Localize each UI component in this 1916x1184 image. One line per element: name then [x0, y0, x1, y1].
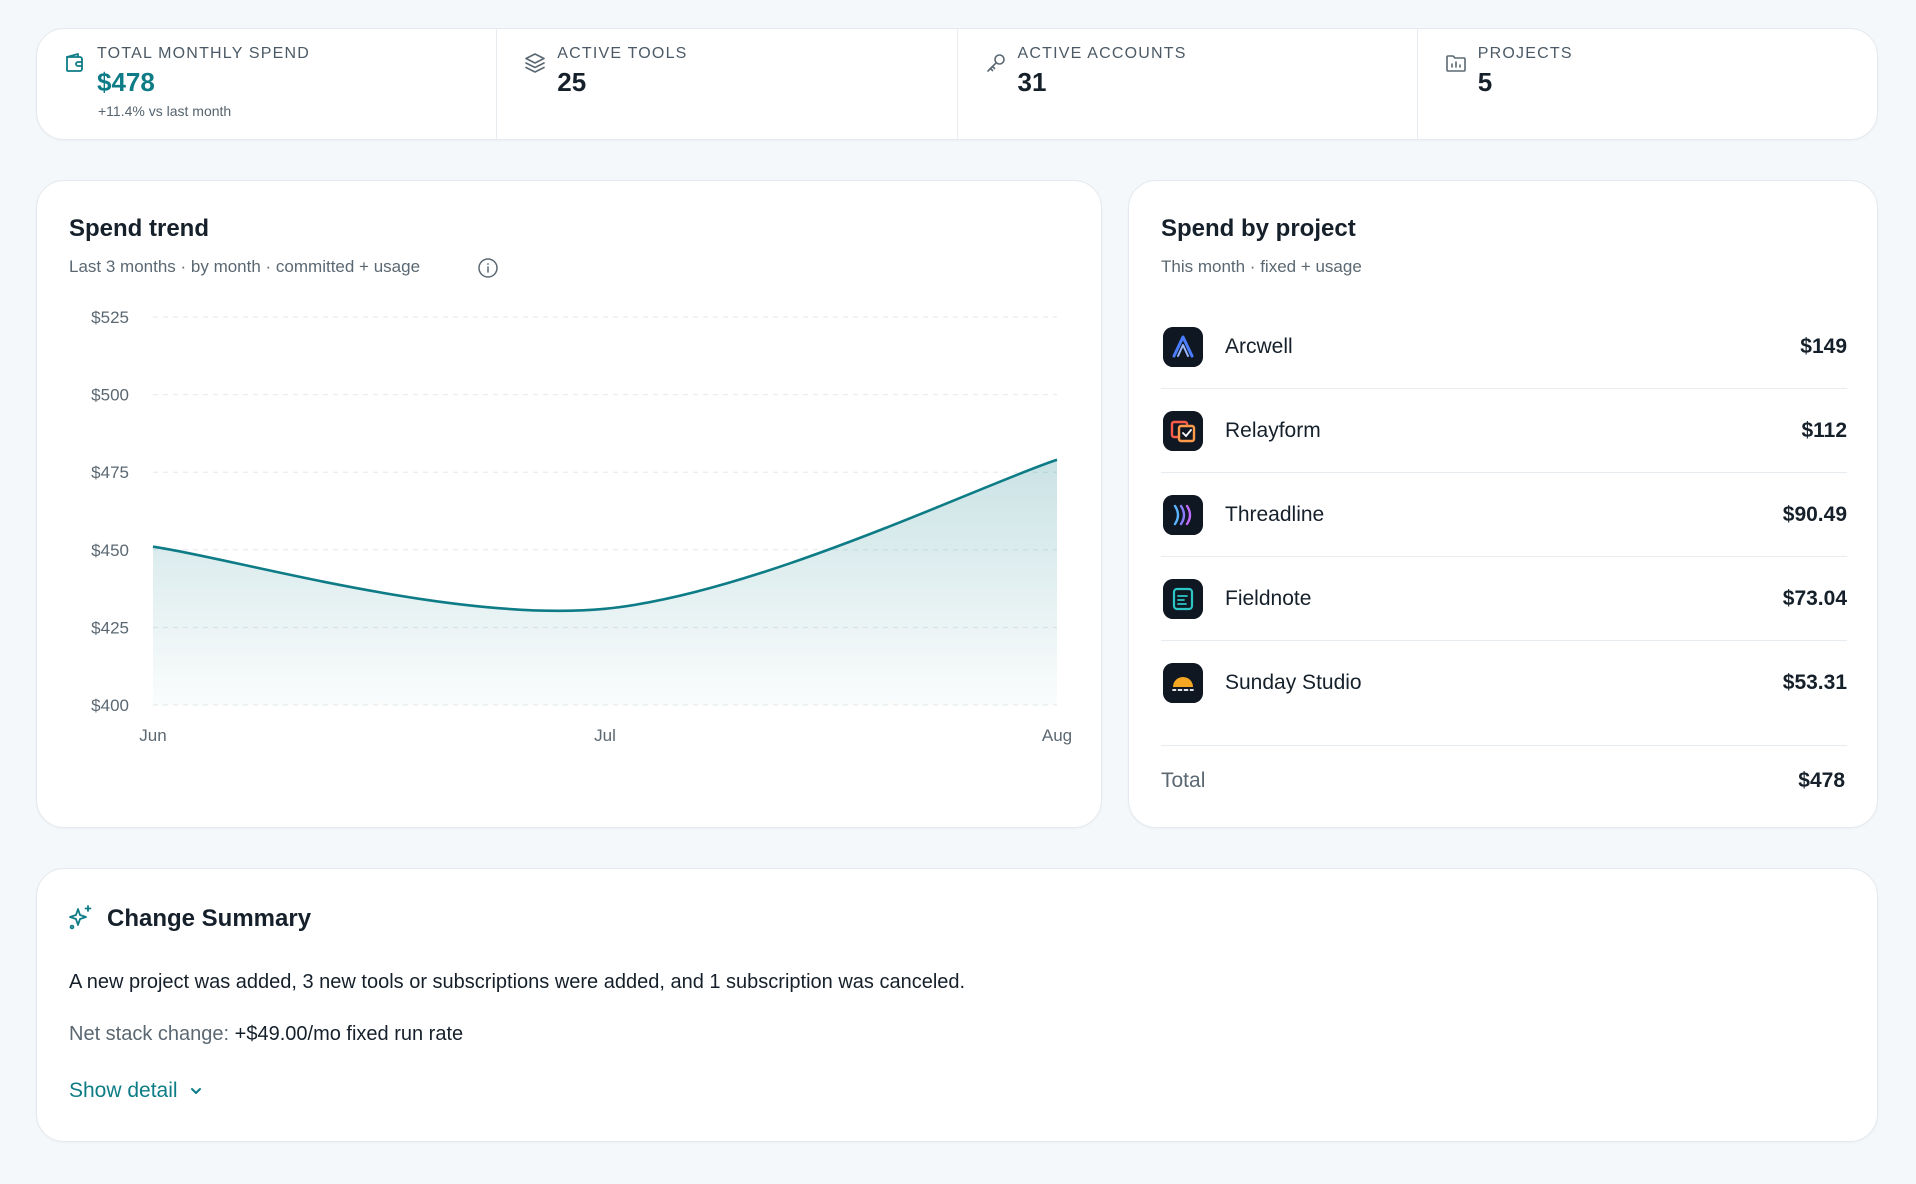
- relayform-logo-icon: [1163, 411, 1203, 451]
- net-change-label: Net stack change:: [69, 1023, 230, 1045]
- net-change-value: +$49.00/mo fixed run rate: [234, 1023, 464, 1045]
- arcwell-logo-icon: [1163, 327, 1203, 367]
- spend-trend-chart: $525 $500 $475 $450 $425 $400 Jun Jul Aug: [91, 308, 1072, 745]
- kpi-label: TOTAL MONTHLY SPEND: [97, 45, 311, 62]
- trend-area: [153, 459, 1057, 705]
- kpi-value: 25: [557, 67, 587, 97]
- x-tick-label: Jun: [139, 726, 166, 745]
- project-name: Threadline: [1225, 503, 1325, 526]
- project-amount: $90.49: [1782, 503, 1847, 526]
- kpi-label: PROJECTS: [1477, 45, 1573, 62]
- project-row-fieldnote[interactable]: Fieldnote $73.04: [1161, 557, 1847, 641]
- kpi-value: $478: [97, 67, 155, 97]
- project-amount: $53.31: [1782, 671, 1847, 694]
- kpi-projects: PROJECTS 5: [1418, 29, 1877, 139]
- trend-line: [152, 458, 1058, 613]
- y-tick-label: $425: [91, 618, 129, 637]
- change-summary-card: Change Summary A new project was added, …: [36, 868, 1878, 1142]
- total-divider: [1161, 745, 1847, 746]
- kpi-value: 31: [1017, 67, 1047, 97]
- project-name: Arcwell: [1225, 335, 1293, 358]
- kpi-label: ACTIVE ACCOUNTS: [1017, 45, 1187, 62]
- kpi-total-monthly-spend: TOTAL MONTHLY SPEND $478 +11.4% vs last …: [37, 29, 498, 139]
- project-amount: $73.04: [1782, 587, 1847, 610]
- card-subtitle[interactable]: Last 3 months · by month · committed + u…: [69, 257, 421, 276]
- threadline-logo-icon: [1163, 495, 1203, 535]
- card-subtitle: This month · fixed + usage: [1161, 257, 1362, 276]
- project-name: Fieldnote: [1225, 587, 1312, 610]
- chevron-down-icon: [190, 1088, 201, 1094]
- layers-icon: [525, 53, 546, 73]
- summary-text: A new project was added, 3 new tools or …: [69, 971, 966, 993]
- sunday-studio-logo-icon: [1163, 663, 1203, 703]
- y-tick-label: $400: [91, 696, 129, 715]
- key-icon: [986, 54, 1005, 72]
- spend-by-project-card: Spend by project This month · fixed + us…: [1128, 180, 1878, 828]
- net-stack-change: Net stack change: +$49.00/mo fixed run r…: [69, 1023, 463, 1046]
- fieldnote-logo-icon: [1163, 579, 1203, 619]
- spend-trend-card: $525 $500 $475 $450 $425 $400 Jun Jul Aug Spend …: [36, 180, 1102, 828]
- kpi-active-tools: ACTIVE TOOLS 25: [497, 29, 958, 139]
- y-tick-label: $450: [91, 541, 129, 560]
- folder-chart-icon: [1445, 55, 1466, 72]
- project-row-sunday-studio[interactable]: Sunday Studio $53.31: [1161, 641, 1847, 725]
- y-tick-label: $525: [91, 308, 129, 327]
- project-name: Relayform: [1225, 419, 1321, 442]
- project-amount: $112: [1801, 419, 1847, 442]
- sparkle-icon: [69, 905, 92, 930]
- x-tick-label: Aug: [1042, 726, 1072, 745]
- project-row-threadline[interactable]: Threadline $90.49: [1161, 473, 1847, 557]
- info-icon[interactable]: [477, 257, 499, 279]
- kpi-change: +11.4% vs last month: [98, 103, 232, 119]
- card-title: Spend by project: [1161, 215, 1356, 242]
- kpi-active-accounts: ACTIVE ACCOUNTS 31: [958, 29, 1418, 139]
- total-amount: $478: [1798, 769, 1845, 792]
- show-detail-label: Show detail: [69, 1079, 178, 1102]
- total-label: Total: [1161, 769, 1206, 792]
- project-name: Sunday Studio: [1225, 671, 1362, 694]
- card-title: Change Summary: [107, 905, 312, 932]
- x-tick-label: Jul: [594, 726, 616, 745]
- kpi-label: ACTIVE TOOLS: [557, 45, 688, 62]
- y-tick-label: $475: [91, 463, 129, 482]
- card-title: Spend trend: [69, 215, 210, 242]
- project-row-relayform[interactable]: Relayform $112: [1161, 389, 1847, 473]
- kpi-value: 5: [1477, 67, 1493, 97]
- y-tick-label: $500: [91, 386, 129, 405]
- kpi-strip: TOTAL MONTHLY SPEND $478 +11.4% vs last …: [36, 28, 1878, 140]
- show-detail-button[interactable]: Show detail: [69, 1079, 204, 1103]
- project-amount: $149: [1800, 335, 1847, 358]
- project-row-arcwell[interactable]: Arcwell $149: [1161, 305, 1847, 389]
- wallet-icon: [66, 53, 83, 72]
